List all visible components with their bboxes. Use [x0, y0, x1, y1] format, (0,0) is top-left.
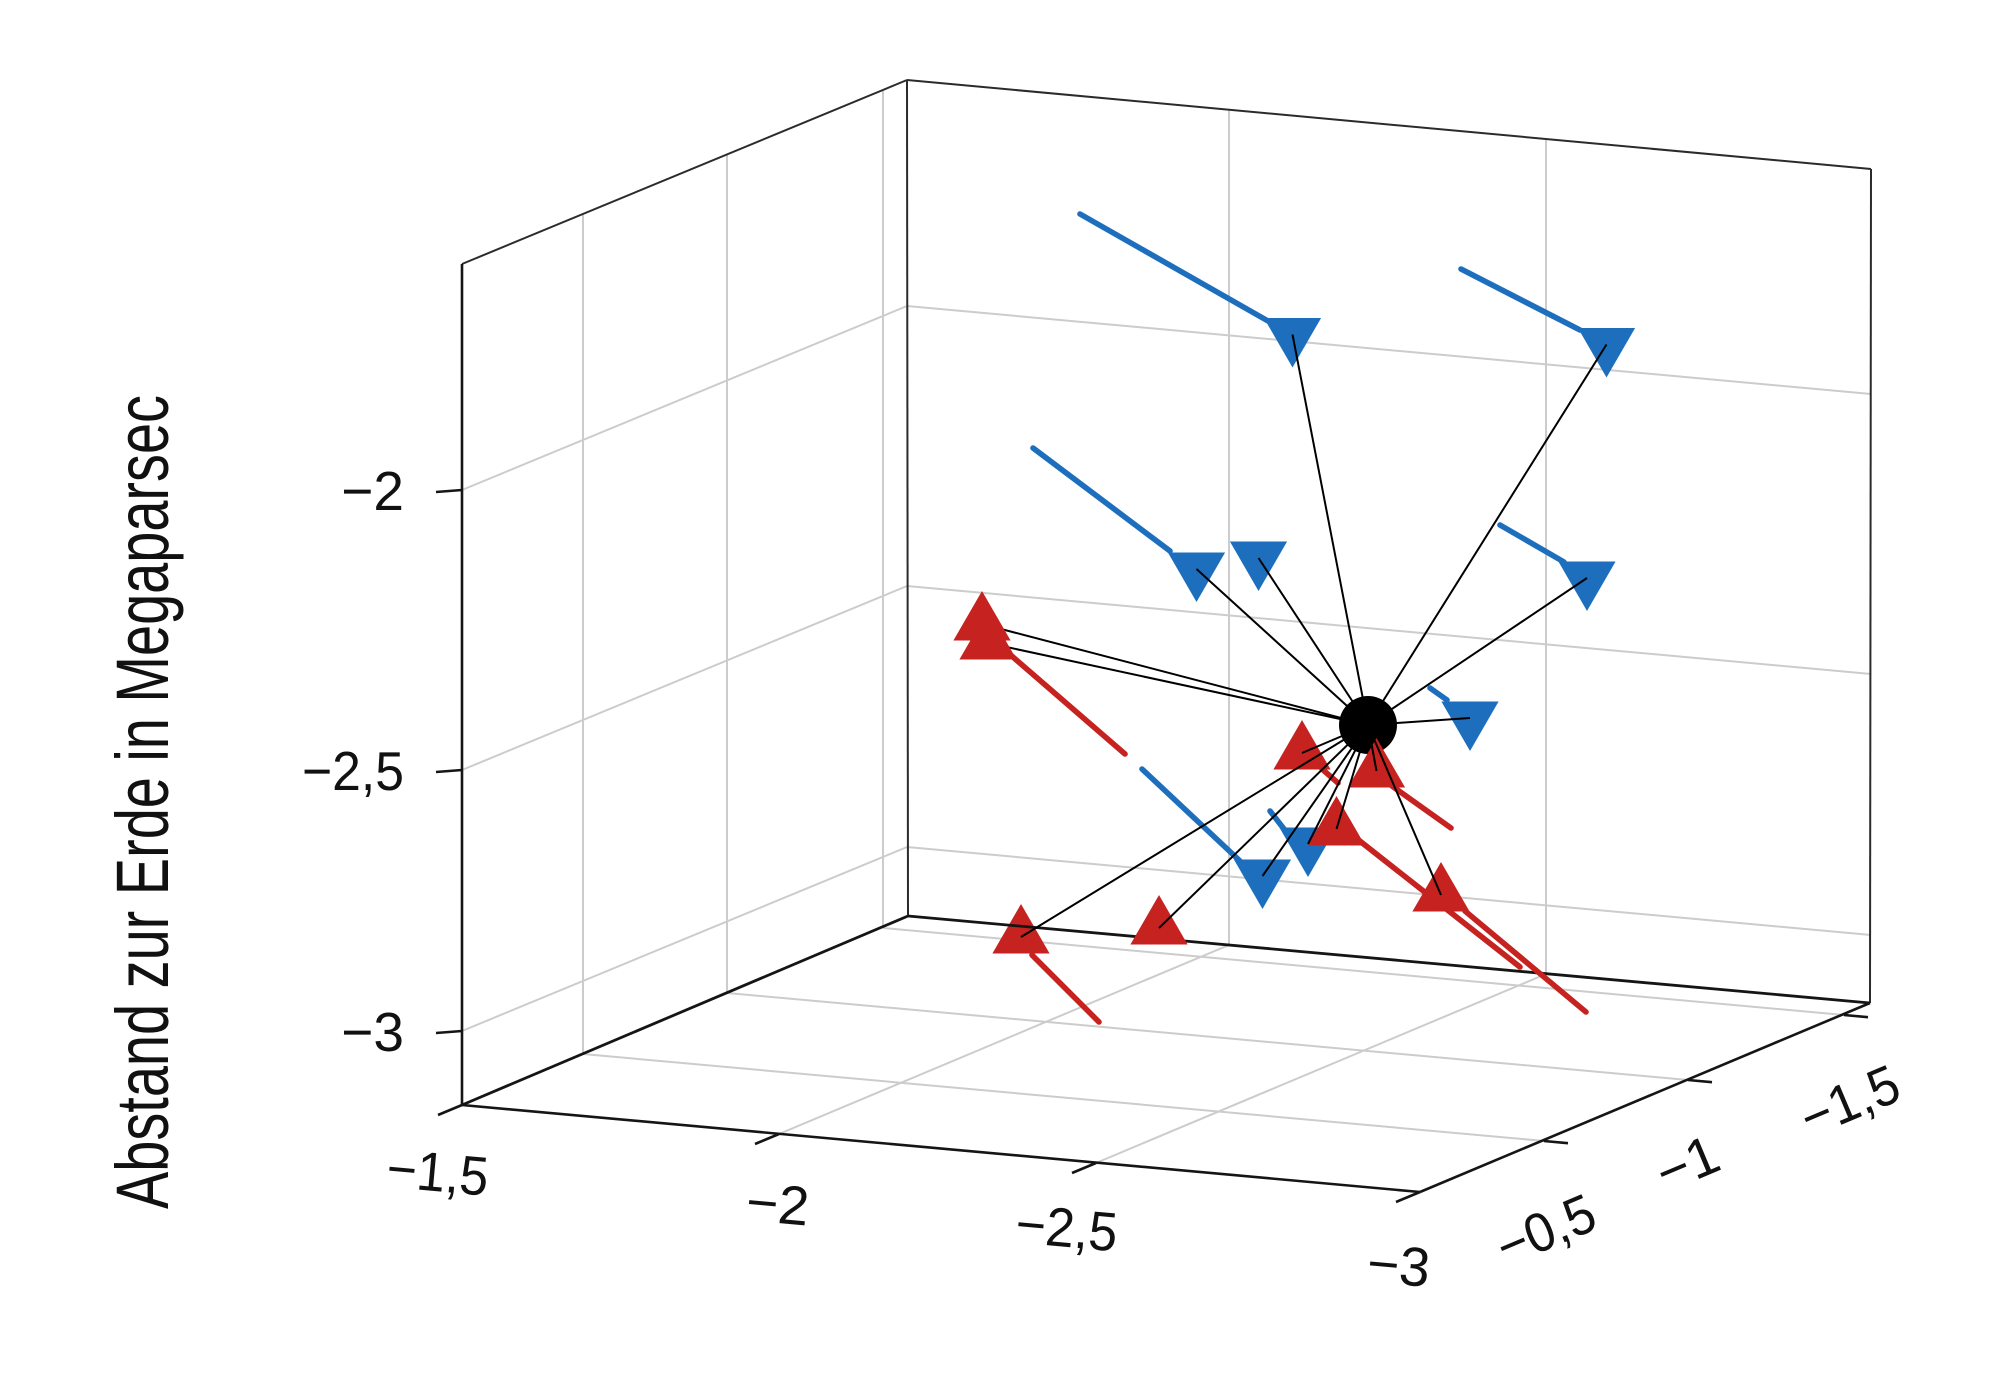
svg-text:−3: −3	[1365, 1232, 1433, 1299]
svg-text:−3: −3	[341, 1001, 404, 1063]
svg-text:Abstand zur Erde in Megaparsec: Abstand zur Erde in Megaparsec	[101, 395, 184, 1209]
svg-text:−2,5: −2,5	[302, 740, 404, 802]
svg-text:−2: −2	[341, 460, 404, 522]
svg-text:−2,5: −2,5	[1013, 1192, 1120, 1263]
svg-text:−1,5: −1,5	[384, 1137, 491, 1208]
svg-text:−2: −2	[744, 1170, 812, 1237]
